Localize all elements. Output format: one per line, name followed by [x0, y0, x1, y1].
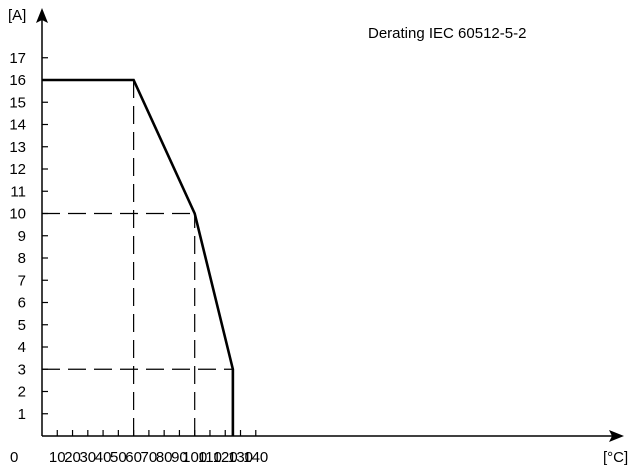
- y-tick-label: 5: [18, 317, 26, 334]
- y-tick-label: 13: [9, 139, 26, 156]
- y-tick-label: 9: [18, 228, 26, 245]
- derating-curve: [42, 78, 235, 436]
- y-tick-label: 7: [18, 272, 26, 289]
- x-tick-label: 90: [171, 449, 188, 466]
- y-axis-unit-label: [A]: [8, 7, 26, 24]
- x-tick-label: 130: [228, 449, 253, 466]
- x-tick-label: 40: [95, 449, 112, 466]
- y-tick-label: 14: [9, 117, 26, 134]
- origin-label: 0: [10, 449, 18, 466]
- series: [42, 78, 235, 436]
- x-tick-label: 20: [64, 449, 81, 466]
- y-axis-arrow-icon: [36, 8, 48, 23]
- y-tick-label: 11: [10, 183, 26, 200]
- reference-lines: [42, 80, 233, 436]
- y-tick-label: 16: [9, 72, 26, 89]
- y-tick-label: 4: [18, 339, 26, 356]
- y-tick-label: 17: [9, 50, 26, 67]
- x-tick-label: 50: [110, 449, 127, 466]
- axes: [36, 8, 624, 442]
- y-tick-label: 1: [18, 406, 26, 423]
- x-tick-label: 100: [182, 449, 207, 466]
- x-tick-label: 60: [125, 449, 142, 466]
- x-tick-label: 30: [79, 449, 96, 466]
- x-tick-label: 10: [49, 449, 66, 466]
- y-tick-label: 10: [9, 206, 26, 223]
- y-tick-label: 6: [18, 295, 26, 312]
- chart-title: Derating IEC 60512-5-2: [368, 25, 526, 42]
- y-tick-label: 12: [9, 161, 26, 178]
- y-tick-label: 2: [18, 384, 26, 401]
- y-tick-label: 15: [9, 94, 26, 111]
- y-tick-label: 3: [18, 361, 26, 378]
- x-axis-arrow-icon: [609, 430, 624, 442]
- x-tick-label: 70: [141, 449, 158, 466]
- x-tick-label: 110: [198, 449, 222, 466]
- x-tick-label: 80: [156, 449, 173, 466]
- x-tick-label: 140: [243, 449, 268, 466]
- x-axis-unit-label: [°C]: [603, 449, 628, 466]
- x-tick-label: 120: [213, 449, 238, 466]
- y-tick-label: 8: [18, 250, 26, 267]
- ticks: 1020304050607080901001101201301401234567…: [9, 50, 268, 466]
